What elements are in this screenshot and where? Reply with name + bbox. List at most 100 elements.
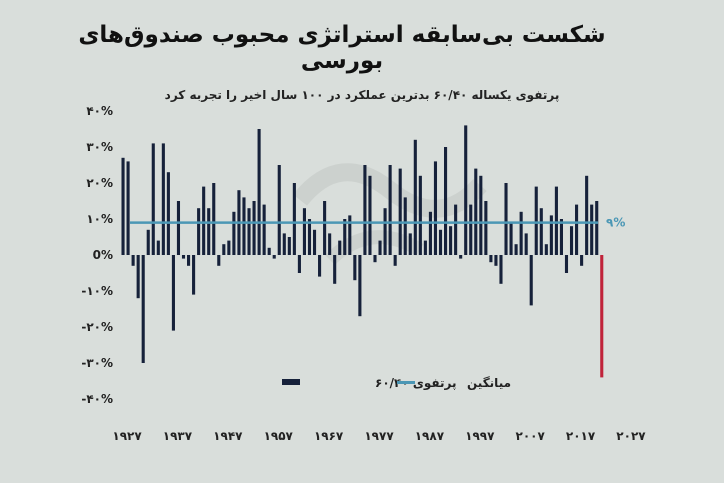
bar	[554, 186, 558, 255]
y-tick-label: ۴۰%	[86, 104, 113, 118]
bar	[247, 208, 251, 255]
bar	[343, 219, 347, 255]
x-tick-label: ۱۹۲۷	[112, 429, 142, 443]
bar	[449, 226, 453, 255]
x-tick-label: ۲۰۱۷	[566, 429, 596, 443]
bar	[131, 255, 135, 266]
bar	[126, 161, 130, 255]
x-tick-label: ۱۹۹۷	[465, 429, 495, 443]
bar	[559, 219, 563, 255]
bar	[580, 255, 584, 266]
bar	[363, 165, 367, 255]
bar	[292, 183, 296, 255]
legend-series-label: پرتفوی ۶۰/۴۰	[375, 376, 457, 391]
bar	[192, 255, 196, 295]
x-tick-label: ۲۰۰۷	[516, 429, 546, 443]
bar	[212, 183, 216, 255]
bar	[469, 204, 473, 255]
bar	[585, 175, 589, 255]
bar	[590, 204, 594, 255]
bar	[121, 157, 125, 255]
bar	[393, 255, 397, 266]
x-tick-label: ۱۹۴۷	[213, 429, 243, 443]
y-tick-label: ۱۰%	[86, 212, 113, 226]
bar	[217, 255, 221, 266]
legend-average-label: میانگین	[467, 376, 511, 390]
bar	[509, 222, 513, 255]
bar	[348, 215, 352, 255]
bar	[297, 255, 301, 273]
chart-subtitle: پرتفوی یکساله ۶۰/۴۰ بدترین عملکرد در ۱۰۰…	[164, 88, 560, 102]
bar	[282, 233, 286, 255]
bar	[459, 255, 463, 259]
bar	[287, 237, 291, 255]
bar	[232, 211, 236, 255]
bar	[423, 240, 427, 255]
bar	[484, 201, 488, 255]
bar	[207, 208, 211, 255]
bar	[307, 219, 312, 255]
x-tick-label: ۲۰۲۷	[616, 429, 646, 443]
y-tick-label: ۲۰%	[86, 176, 113, 190]
bar	[378, 240, 382, 255]
bar	[161, 143, 165, 255]
bar	[141, 255, 145, 363]
bar	[418, 175, 422, 255]
bar	[202, 186, 206, 255]
bar	[323, 201, 327, 255]
x-tick-label: ۱۹۵۷	[264, 429, 294, 443]
bar	[489, 255, 493, 263]
bar	[373, 255, 377, 263]
bar	[403, 197, 407, 255]
bar	[388, 165, 392, 255]
bar	[438, 229, 443, 255]
y-tick-label: ۳۰%	[86, 140, 113, 154]
bar	[474, 168, 478, 255]
bar	[333, 255, 337, 284]
x-tick-label: ۱۹۶۷	[314, 429, 344, 443]
bar	[514, 244, 518, 255]
x-tick-label: ۱۹۸۷	[415, 429, 445, 443]
bar	[166, 172, 170, 255]
bar	[146, 229, 150, 255]
bar	[136, 255, 140, 299]
bar	[595, 201, 599, 255]
legend-series-swatch	[282, 379, 300, 385]
bar	[569, 226, 574, 255]
bar	[529, 255, 533, 306]
chart-title: شکست بی‌سابقه استراتژی محبوب صندوق‌های ب…	[78, 22, 606, 74]
y-tick-label: 0%	[93, 248, 113, 262]
bar	[151, 143, 155, 255]
bar	[454, 204, 458, 255]
bar	[302, 208, 306, 255]
bar	[408, 233, 412, 255]
bar	[353, 255, 357, 281]
bar	[328, 233, 332, 255]
y-tick-label: -۲۰%	[81, 320, 113, 334]
bar	[433, 161, 438, 255]
bar	[534, 186, 538, 255]
bar	[413, 139, 417, 255]
bar	[464, 125, 468, 256]
bar	[575, 204, 579, 255]
bar	[267, 247, 271, 255]
bar-highlight	[600, 255, 604, 378]
y-tick-label: -۳۰%	[81, 356, 113, 370]
bar	[519, 211, 523, 255]
bar	[197, 208, 201, 255]
bar	[564, 255, 569, 273]
bar	[504, 183, 508, 255]
bar	[383, 208, 387, 255]
bar	[277, 165, 281, 255]
bar	[444, 147, 448, 255]
bar	[398, 168, 402, 255]
x-tick-label: ۱۹۳۷	[163, 429, 193, 443]
bar	[176, 201, 181, 255]
y-tick-label: -۴۰%	[81, 392, 113, 406]
y-tick-label: -۱۰%	[81, 284, 113, 298]
legend-average-swatch	[397, 381, 415, 384]
bar	[242, 197, 246, 255]
bar	[358, 255, 362, 317]
bar	[318, 255, 322, 277]
